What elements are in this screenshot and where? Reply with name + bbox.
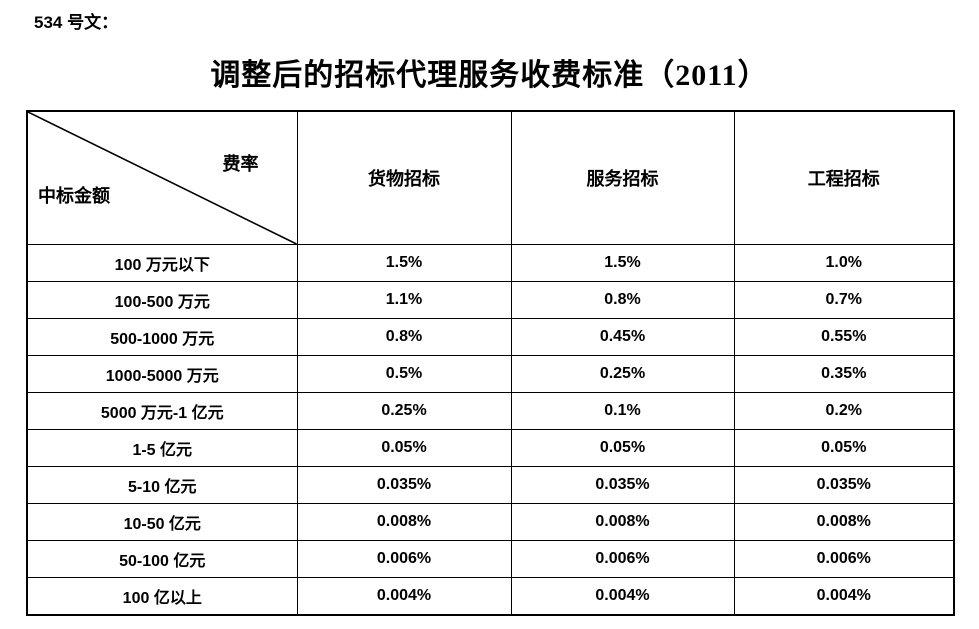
rate-cell: 0.05% (296, 429, 512, 467)
corner-rate-label: 费率 (222, 154, 259, 174)
rate-cell: 0.1% (510, 392, 735, 430)
rate-cell: 0.006% (510, 540, 735, 578)
rate-cell: 1.0% (733, 244, 955, 282)
rate-cell: 0.004% (296, 577, 512, 616)
rate-cell: 0.55% (733, 318, 955, 356)
rate-cell: 0.004% (733, 577, 955, 616)
rate-cell: 0.035% (296, 466, 512, 504)
table-row: 100 亿以上 0.004% 0.004% 0.004% (26, 577, 955, 616)
amount-cell: 50-100 亿元 (26, 540, 298, 578)
amount-cell: 100 亿以上 (26, 577, 298, 616)
document-number-label: 534 号文： (34, 13, 119, 32)
rate-cell: 0.2% (733, 392, 955, 430)
rate-cell: 0.25% (296, 392, 512, 430)
amount-cell: 1000-5000 万元 (26, 355, 298, 393)
amount-cell: 5-10 亿元 (26, 466, 298, 504)
rate-cell: 0.008% (733, 503, 955, 541)
rate-cell: 0.7% (733, 281, 955, 319)
rate-cell: 0.25% (510, 355, 735, 393)
fee-table-header: 费率 中标金额 货物招标 服务招标 工程招标 (26, 110, 955, 245)
amount-cell: 500-1000 万元 (26, 318, 298, 356)
rate-cell: 1.1% (296, 281, 512, 319)
amount-cell: 5000 万元-1 亿元 (26, 392, 298, 430)
table-row: 1-5 亿元 0.05% 0.05% 0.05% (26, 429, 955, 467)
rate-cell: 0.5% (296, 355, 512, 393)
table-row: 5000 万元-1 亿元 0.25% 0.1% 0.2% (26, 392, 955, 430)
rate-cell: 0.008% (510, 503, 735, 541)
header-row: 费率 中标金额 货物招标 服务招标 工程招标 (26, 110, 955, 245)
rate-cell: 1.5% (296, 244, 512, 282)
amount-cell: 100 万元以下 (26, 244, 298, 282)
amount-cell: 10-50 亿元 (26, 503, 298, 541)
amount-cell: 1-5 亿元 (26, 429, 298, 467)
fee-standard-table: 费率 中标金额 货物招标 服务招标 工程招标 100 万元以下 1.5% 1.5% 1… (26, 110, 955, 616)
rate-cell: 1.5% (510, 244, 735, 282)
rate-cell: 0.05% (733, 429, 955, 467)
diagonal-divider-line (28, 112, 297, 244)
table-row: 100 万元以下 1.5% 1.5% 1.0% (26, 244, 955, 282)
rate-cell: 0.45% (510, 318, 735, 356)
rate-cell: 0.8% (510, 281, 735, 319)
rate-cell: 0.008% (296, 503, 512, 541)
rate-cell: 0.05% (510, 429, 735, 467)
table-row: 5-10 亿元 0.035% 0.035% 0.035% (26, 466, 955, 504)
amount-cell: 100-500 万元 (26, 281, 298, 319)
rate-cell: 0.8% (296, 318, 512, 356)
corner-amount-label: 中标金额 (38, 186, 110, 206)
diagonal-header-cell: 费率 中标金额 (26, 110, 298, 245)
table-row: 10-50 亿元 0.008% 0.008% 0.008% (26, 503, 955, 541)
rate-cell: 0.035% (510, 466, 735, 504)
column-header-engineering: 工程招标 (733, 110, 955, 245)
column-header-goods: 货物招标 (296, 110, 512, 245)
rate-cell: 0.35% (733, 355, 955, 393)
fee-table-body: 100 万元以下 1.5% 1.5% 1.0% 100-500 万元 1.1% 0.8% 0.… (26, 244, 955, 616)
table-row: 50-100 亿元 0.006% 0.006% 0.006% (26, 540, 955, 578)
rate-cell: 0.004% (510, 577, 735, 616)
table-row: 500-1000 万元 0.8% 0.45% 0.55% (26, 318, 955, 356)
table-row: 100-500 万元 1.1% 0.8% 0.7% (26, 281, 955, 319)
rate-cell: 0.035% (733, 466, 955, 504)
page-title: 调整后的招标代理服务收费标准（2011） (210, 59, 769, 92)
column-header-services: 服务招标 (510, 110, 735, 245)
rate-cell: 0.006% (733, 540, 955, 578)
table-row: 1000-5000 万元 0.5% 0.25% 0.35% (26, 355, 955, 393)
rate-cell: 0.006% (296, 540, 512, 578)
